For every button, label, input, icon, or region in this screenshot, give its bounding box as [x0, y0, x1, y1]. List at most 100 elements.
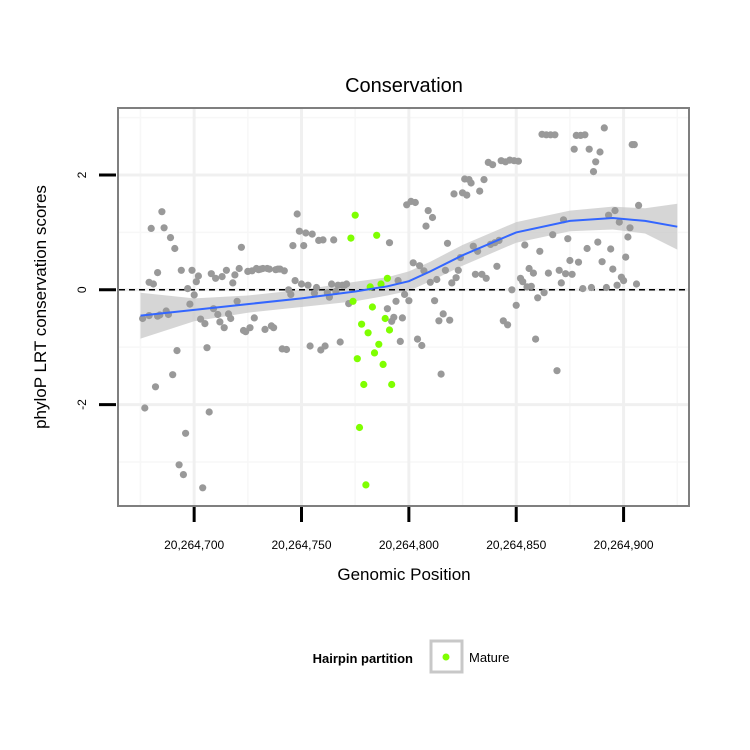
data-point: [413, 335, 422, 343]
data-point: [437, 370, 445, 378]
data-point: [609, 265, 617, 273]
data-point: [471, 270, 479, 278]
data-point: [570, 145, 578, 153]
data-point: [594, 238, 602, 246]
legend: Hairpin partition Mature: [313, 639, 509, 674]
data-point: [544, 269, 553, 277]
data-point: [431, 297, 439, 305]
data-point: [482, 274, 490, 282]
data-point: [469, 242, 477, 250]
gridlines: [119, 109, 688, 505]
data-point: [568, 270, 576, 278]
data-point: [602, 283, 611, 292]
data-point: [388, 380, 396, 389]
smooth-path: [140, 216, 678, 317]
data-point: [321, 342, 329, 350]
axes: 20,264,700 20,264,750 20,264,800 20,264,850…: [75, 171, 654, 552]
data-point: [583, 244, 591, 253]
data-point: [622, 253, 630, 261]
smooth-line: [140, 216, 678, 317]
data-point: [385, 239, 394, 247]
data-point: [177, 266, 185, 274]
x-tick-label: 20,264,700: [164, 538, 224, 552]
data-point: [207, 270, 215, 278]
data-point: [557, 279, 565, 287]
data-point: [379, 360, 387, 368]
x-tick-label: 20,264,750: [271, 538, 331, 552]
data-point: [319, 236, 327, 244]
data-point: [401, 290, 409, 298]
data-point: [265, 265, 273, 273]
data-point: [534, 294, 542, 302]
data-point: [154, 269, 162, 277]
data-point: [514, 157, 523, 165]
data-point: [364, 329, 372, 337]
data-point: [381, 314, 389, 323]
data-point: [231, 271, 239, 279]
data-point: [605, 211, 613, 219]
data-point: [205, 408, 213, 416]
data-point: [297, 280, 306, 288]
data-point: [375, 340, 383, 348]
data-point: [416, 262, 424, 270]
data-point: [424, 207, 432, 215]
data-point: [360, 380, 368, 389]
data-point: [398, 314, 406, 322]
data-point: [179, 471, 187, 479]
data-point: [527, 282, 535, 290]
data-point: [141, 404, 149, 412]
data-point: [186, 300, 194, 308]
data-point: [237, 243, 245, 251]
data-point: [188, 266, 196, 274]
data-point: [433, 275, 441, 284]
data-point: [353, 355, 361, 363]
data-point: [512, 301, 520, 309]
data-point: [190, 291, 198, 299]
data-point: [493, 262, 501, 270]
data-point: [304, 281, 312, 289]
data-point: [362, 481, 370, 489]
data-point: [158, 208, 166, 216]
data-point: [626, 224, 634, 232]
data-point: [235, 264, 243, 273]
data-point: [222, 266, 230, 274]
data-point: [635, 201, 643, 209]
data-point: [581, 131, 589, 139]
data-point: [396, 337, 404, 345]
data-point: [549, 231, 557, 239]
series-other: [139, 124, 643, 492]
data-point: [467, 179, 475, 187]
data-point: [287, 290, 295, 298]
data-point: [139, 314, 147, 323]
data-point: [551, 131, 559, 139]
data-point: [441, 266, 449, 274]
data-point: [454, 266, 462, 274]
data-point: [540, 289, 548, 297]
data-point: [151, 383, 160, 391]
data-point: [521, 241, 529, 249]
data-point: [439, 310, 447, 318]
data-point: [574, 258, 583, 266]
data-point: [201, 320, 209, 328]
data-point: [435, 317, 443, 325]
data-point: [192, 278, 200, 286]
data-point: [525, 264, 533, 273]
data-point: [147, 224, 155, 232]
data-point: [536, 247, 544, 255]
y-tick-label: 0: [75, 286, 89, 293]
data-point: [250, 314, 258, 322]
data-point: [216, 318, 224, 326]
data-point: [261, 325, 269, 333]
data-point: [587, 283, 596, 292]
data-point: [220, 324, 228, 332]
data-point: [312, 283, 321, 292]
data-point: [553, 367, 561, 375]
data-point: [426, 278, 434, 286]
data-point: [295, 227, 303, 235]
data-point: [184, 285, 192, 293]
data-point: [229, 279, 237, 287]
data-point: [246, 324, 254, 332]
data-point: [383, 305, 391, 313]
data-point: [504, 321, 512, 329]
